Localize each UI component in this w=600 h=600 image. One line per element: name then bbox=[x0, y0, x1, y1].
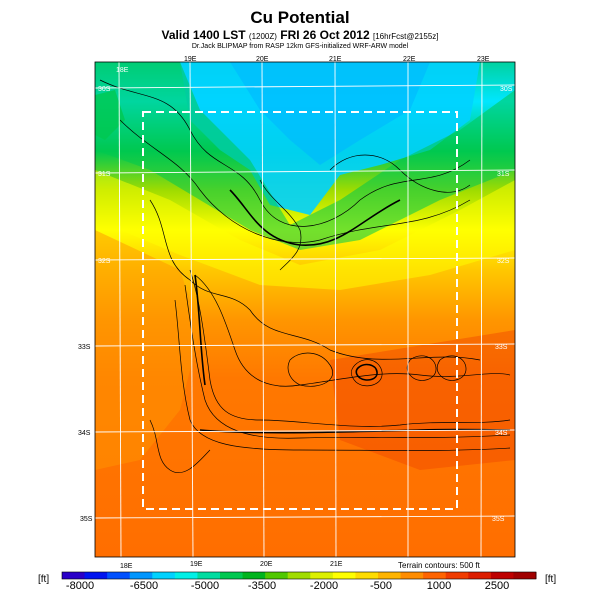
field-red-east bbox=[330, 330, 515, 470]
unit-label-left: [ft] bbox=[38, 574, 50, 585]
colorbar-tick-label: 2500 bbox=[484, 580, 510, 592]
lon-top-label: 18E bbox=[116, 67, 129, 74]
colorbar-tick-label: -500 bbox=[369, 580, 393, 592]
lon-top-label: 23E bbox=[477, 56, 490, 63]
field-green-patch bbox=[95, 90, 125, 140]
valid-time: Valid 1400 LST bbox=[161, 28, 246, 42]
colorbar-swatch bbox=[129, 572, 153, 579]
lon-bottom-label: 18E bbox=[120, 563, 133, 570]
valid-date: FRI 26 Oct 2012 bbox=[280, 28, 370, 42]
color-scale-bar bbox=[61, 571, 537, 580]
colorbar-swatch bbox=[400, 572, 424, 579]
lat-right-label: 31S bbox=[497, 171, 510, 178]
model-credit: Dr.Jack BLIPMAP from RASP 12km GFS-initi… bbox=[191, 43, 409, 50]
forecast-info: [16hrFcst@2155z] bbox=[373, 32, 439, 41]
colorbar-tick-label: -2000 bbox=[309, 580, 339, 592]
utc-time: (1200Z) bbox=[248, 32, 277, 41]
colorbar-tick-label: -5000 bbox=[190, 580, 220, 592]
terrain-contours bbox=[99, 79, 511, 473]
lat-left-label: 30S bbox=[98, 86, 111, 93]
colorbar-swatch bbox=[468, 572, 492, 579]
field-yellow-band bbox=[95, 170, 515, 290]
lat-right-label: 33S bbox=[495, 344, 508, 351]
colorbar-swatch bbox=[242, 572, 266, 579]
map-frame bbox=[94, 61, 516, 558]
terrain-contour-note: Terrain contours: 500 ft bbox=[398, 561, 480, 570]
lat-right-label: 30S bbox=[500, 86, 513, 93]
colorbar-swatch bbox=[220, 572, 244, 579]
lon-top-label: 19E bbox=[184, 56, 197, 63]
lon-top-label: 21E bbox=[329, 56, 342, 63]
field-orange-west bbox=[95, 230, 200, 470]
lon-bottom-label: 19E bbox=[190, 561, 203, 568]
analysis-domain-box bbox=[142, 111, 458, 510]
lat-left-label: 33S bbox=[78, 344, 91, 351]
colorbar-frame bbox=[61, 571, 537, 580]
lon-bottom-label: 20E bbox=[260, 561, 273, 568]
lat-right-label: 34S bbox=[495, 430, 508, 437]
colorbar-tick-label: -3500 bbox=[247, 580, 277, 592]
colorbar-tick-label: -6500 bbox=[129, 580, 159, 592]
colorbar-swatch bbox=[423, 572, 447, 579]
colorbar-tick-label: -8000 bbox=[65, 580, 95, 592]
colorbar-swatch bbox=[310, 572, 334, 579]
colorbar-swatch bbox=[197, 572, 221, 579]
colorbar-swatch bbox=[107, 572, 131, 579]
unit-label-right: [ft] bbox=[545, 574, 557, 585]
field-layer bbox=[95, 62, 515, 557]
lon-bottom-label: 21E bbox=[330, 561, 343, 568]
lat-left-label: 34S bbox=[78, 430, 91, 437]
lat-right-label: 32S bbox=[497, 258, 510, 265]
field-cyan-core bbox=[230, 62, 430, 165]
grid-labels: 18E 19E 20E 21E 22E 23E 18E 19E 20E 21E … bbox=[78, 56, 513, 570]
field-green-band bbox=[95, 62, 515, 250]
colorbar-swatch bbox=[445, 572, 469, 579]
colorbar-swatch bbox=[287, 572, 311, 579]
colorbar-swatch bbox=[174, 572, 198, 579]
lon-top-label: 20E bbox=[256, 56, 269, 63]
colorbar-swatch bbox=[490, 572, 514, 579]
lat-left-label: 35S bbox=[80, 516, 93, 523]
colorbar-swatch bbox=[355, 572, 379, 579]
lon-top-label: 22E bbox=[403, 56, 416, 63]
lat-lon-grid bbox=[94, 61, 516, 558]
colorbar-tick-label: 1000 bbox=[426, 580, 452, 592]
colorbar-swatch bbox=[378, 572, 402, 579]
lat-right-label: 35S bbox=[492, 516, 505, 523]
colorbar-swatch bbox=[62, 572, 86, 579]
map-title: Cu Potential bbox=[250, 8, 350, 27]
colorbar-swatch bbox=[84, 572, 108, 579]
colorbar-swatch bbox=[152, 572, 176, 579]
map-subtitle: Valid 1400 LST (1200Z) FRI 26 Oct 2012 [… bbox=[0, 28, 600, 42]
lat-left-label: 32S bbox=[98, 258, 111, 265]
lat-left-label: 31S bbox=[98, 171, 111, 178]
colorbar-swatch bbox=[332, 572, 356, 579]
colorbar-swatch bbox=[265, 572, 289, 579]
colorbar-swatch bbox=[513, 572, 537, 579]
